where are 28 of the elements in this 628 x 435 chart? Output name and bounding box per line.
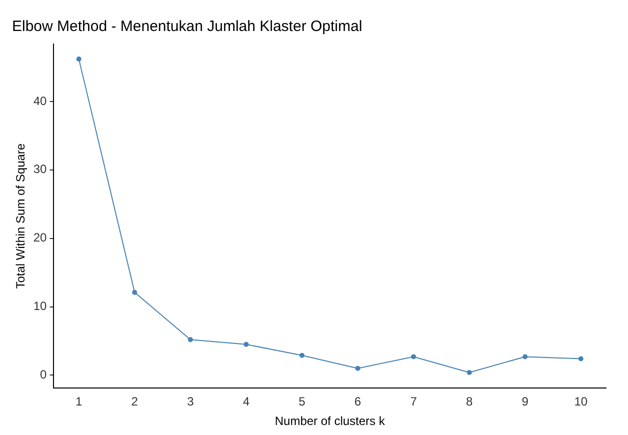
y-tick-label: 10 <box>33 299 48 314</box>
x-axis-title: Number of clusters k <box>274 414 386 428</box>
point <box>188 337 193 342</box>
y-tick-label: 0 <box>40 368 48 382</box>
y-axis-title: Total Within Sum of Square <box>14 143 28 289</box>
x-tick-label: 2 <box>131 394 138 409</box>
point <box>411 354 416 360</box>
y-tick-label: 40 <box>33 94 48 108</box>
x-tick-label: 6 <box>354 394 362 409</box>
point <box>578 356 584 362</box>
y-tick-label: 30 <box>33 162 48 176</box>
x-tick-label: 8 <box>466 394 473 409</box>
point <box>299 352 304 358</box>
x-tick-label: 1 <box>76 394 83 409</box>
point <box>244 342 249 347</box>
point <box>522 354 528 360</box>
x-tick-label: 10 <box>574 394 588 409</box>
point <box>466 370 472 375</box>
x-tick-label: 5 <box>298 394 306 409</box>
point <box>132 290 138 295</box>
x-tick-label: 9 <box>522 394 529 409</box>
point <box>355 366 360 371</box>
x-tick-label: 4 <box>242 394 250 409</box>
x-tick-label: 3 <box>187 394 194 409</box>
y-tick-label: 20 <box>33 230 48 245</box>
point <box>76 56 82 62</box>
x-tick-label: 7 <box>410 394 418 409</box>
chart-title: Elbow Method - Menentukan Jumlah Klaster Optimal <box>12 18 362 36</box>
